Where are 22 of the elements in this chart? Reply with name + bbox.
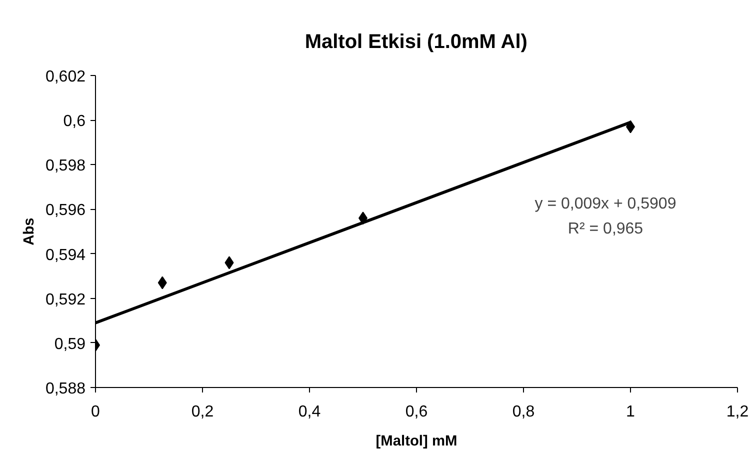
y-tick-label: 0,588 — [45, 380, 86, 398]
x-tick-label: 0,4 — [298, 404, 321, 420]
y-tick-label: 0,598 — [45, 158, 86, 175]
annotation: y = 0,009x + 0,5909 — [534, 196, 676, 212]
annotation: R² = 0,965 — [568, 220, 644, 238]
x-tick-label: 0,8 — [512, 404, 535, 420]
x-axis-title: [Maltol] mM — [376, 434, 458, 450]
x-tick-label: 0,2 — [191, 404, 214, 420]
y-axis-title: Abs — [21, 218, 38, 246]
point — [224, 256, 234, 270]
y-tick-label: 0,596 — [45, 202, 86, 220]
y-tick-label: 0,592 — [45, 291, 86, 308]
x-tick-label: 1 — [626, 404, 636, 420]
x-tick-label: 0,6 — [405, 404, 428, 420]
point — [158, 276, 167, 290]
x-tick-label: 0 — [91, 404, 100, 420]
y-tick-label: 0,6 — [63, 113, 86, 130]
y-tick-label: 0,594 — [45, 246, 86, 264]
x-tick-label: 1,2 — [726, 404, 749, 420]
y-tick-label: 0,59 — [54, 336, 86, 353]
chart-title: Maltol Etkisi (1.0mM Al) — [304, 31, 528, 53]
y-tick-label: 0,602 — [45, 68, 86, 86]
